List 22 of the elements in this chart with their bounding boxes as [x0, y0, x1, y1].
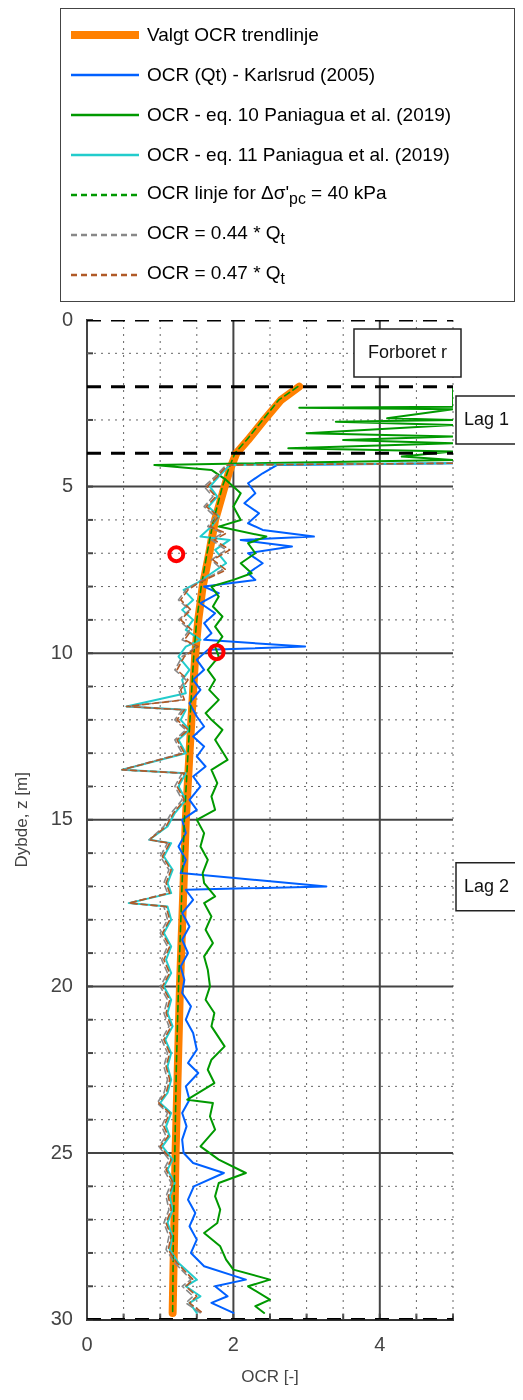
legend-label: OCR (Qt) - Karlsrud (2005): [147, 64, 376, 86]
x-axis-title: OCR [-]: [241, 1367, 299, 1387]
y-tick-label: 25: [50, 1140, 73, 1163]
legend-label: OCR linje for Δσ'$_{pc}$ = 40 kPa: [147, 182, 387, 208]
annotation: Forboret r: [367, 341, 448, 362]
y-tick-label: 5: [61, 474, 73, 497]
y-tick-label: 10: [50, 640, 73, 663]
y-tick-label: 20: [50, 973, 73, 996]
x-tick-label: 0: [81, 1333, 93, 1356]
legend-label: Valgt OCR trendlinje: [147, 24, 319, 46]
y-tick-label: 30: [50, 1307, 73, 1330]
y-tick-label: 15: [50, 807, 73, 830]
text: Lag 2: [464, 875, 510, 896]
legend-label: OCR - eq. 11 Paniagua et al. (2019): [147, 144, 450, 166]
legend-label: OCR - eq. 10 Paniagua et al. (2019): [147, 104, 452, 126]
x-tick-label: 2: [227, 1333, 239, 1356]
x-tick-label: 4: [374, 1333, 386, 1356]
y-axis-title: Dybde, z [m]: [11, 772, 31, 868]
text: Lag 1: [464, 408, 510, 429]
y-tick-label: 0: [61, 307, 73, 330]
legend-label: OCR = 0.44 * Q$_{t}$: [147, 222, 285, 248]
legend-label: OCR = 0.47 * Q$_{t}$: [147, 262, 285, 288]
